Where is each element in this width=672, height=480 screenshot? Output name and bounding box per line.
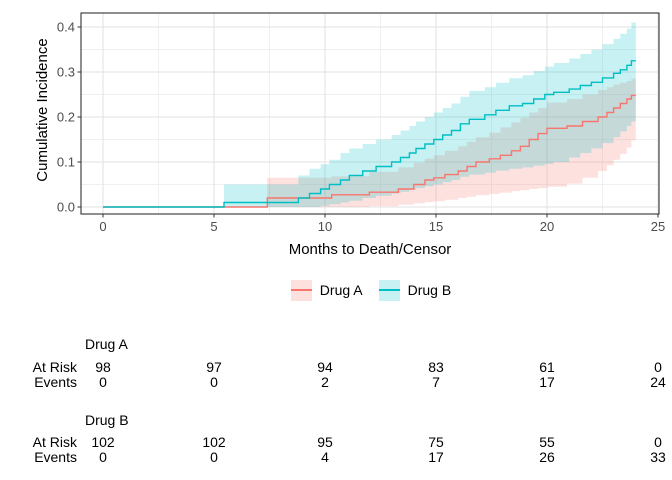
- drug-a-line-sample: [290, 289, 312, 291]
- y-tick-label: 0.3: [57, 65, 75, 80]
- x-tick-label: 20: [540, 219, 554, 234]
- risk-events-value: 17: [539, 374, 555, 390]
- risk-row-label-events: Events: [34, 449, 77, 465]
- legend-item-drug-b[interactable]: Drug B: [378, 279, 452, 301]
- drug-b-line-sample: [378, 289, 400, 291]
- risk-at-risk-value: 98: [95, 359, 111, 375]
- risk-at-risk-value: 83: [428, 359, 444, 375]
- legend-item-drug-a[interactable]: Drug A: [290, 279, 363, 301]
- curve-drug-a: [103, 94, 636, 208]
- risk-row-label-at-risk: At Risk: [32, 359, 77, 375]
- legend-key-drug-a-swatch: [290, 279, 312, 301]
- legend-key-drug-b-swatch: [378, 279, 400, 301]
- risk-at-risk-value: 94: [317, 359, 333, 375]
- risk-events-value: 2: [321, 374, 329, 390]
- x-axis-title: Months to Death/Censor: [289, 241, 452, 258]
- risk-group-header: Drug A: [85, 336, 128, 352]
- axis-tick-labels: 0 5 10 15 20 25 0.0 0.1 0.2 0.3 0.4: [57, 20, 665, 235]
- panel-border: [80, 12, 660, 215]
- risk-at-risk-value: 102: [202, 434, 226, 450]
- grid-minor: [81, 13, 659, 214]
- plot-panel: [81, 13, 659, 214]
- x-tick-label: 5: [210, 219, 217, 234]
- risk-events-value: 0: [99, 374, 107, 390]
- chart-legend: Drug A Drug B: [81, 277, 661, 303]
- risk-events-value: 33: [650, 449, 666, 465]
- legend-label-drug-b: Drug B: [407, 282, 452, 298]
- curve-drug-b: [103, 60, 636, 208]
- axis-ticks: [77, 26, 659, 218]
- risk-group-header: Drug B: [85, 412, 129, 428]
- confidence-band-drug-b: [224, 22, 636, 207]
- risk-row-label-at-risk: At Risk: [32, 434, 77, 450]
- risk-at-risk-value: 0: [654, 359, 662, 375]
- x-tick-label: 0: [99, 219, 106, 234]
- risk-at-risk-value: 95: [317, 434, 333, 450]
- risk-events-value: 0: [210, 449, 218, 465]
- risk-events-value: 0: [99, 449, 107, 465]
- legend-label-drug-a: Drug A: [319, 282, 363, 298]
- risk-events-value: 4: [321, 449, 329, 465]
- risk-events-value: 17: [428, 449, 444, 465]
- x-tick-label: 25: [651, 219, 665, 234]
- risk-at-risk-value: 97: [206, 359, 222, 375]
- risk-row-label-events: Events: [34, 374, 77, 390]
- y-tick-label: 0.1: [57, 155, 75, 170]
- risk-at-risk-value: 102: [91, 434, 115, 450]
- risk-at-risk-value: 75: [428, 434, 444, 450]
- y-tick-label: 0.4: [57, 20, 75, 35]
- risk-at-risk-value: 55: [539, 434, 555, 450]
- y-tick-label: 0.0: [57, 200, 75, 215]
- y-tick-label: 0.2: [57, 110, 75, 125]
- risk-events-value: 7: [432, 374, 440, 390]
- confidence-band-drug-a: [267, 78, 636, 207]
- risk-events-value: 0: [210, 374, 218, 390]
- y-axis-title: Cumulative Incidence: [34, 38, 51, 181]
- risk-at-risk-value: 0: [654, 434, 662, 450]
- risk-events-value: 26: [539, 449, 555, 465]
- x-tick-label: 15: [429, 219, 443, 234]
- cumulative-incidence-chart: 0 5 10 15 20 25 0.0 0.1 0.2 0.3 0.4 Months to Death…: [34, 12, 665, 258]
- risk-at-risk-value: 61: [539, 359, 555, 375]
- risk-events-value: 24: [650, 374, 666, 390]
- x-tick-label: 10: [318, 219, 332, 234]
